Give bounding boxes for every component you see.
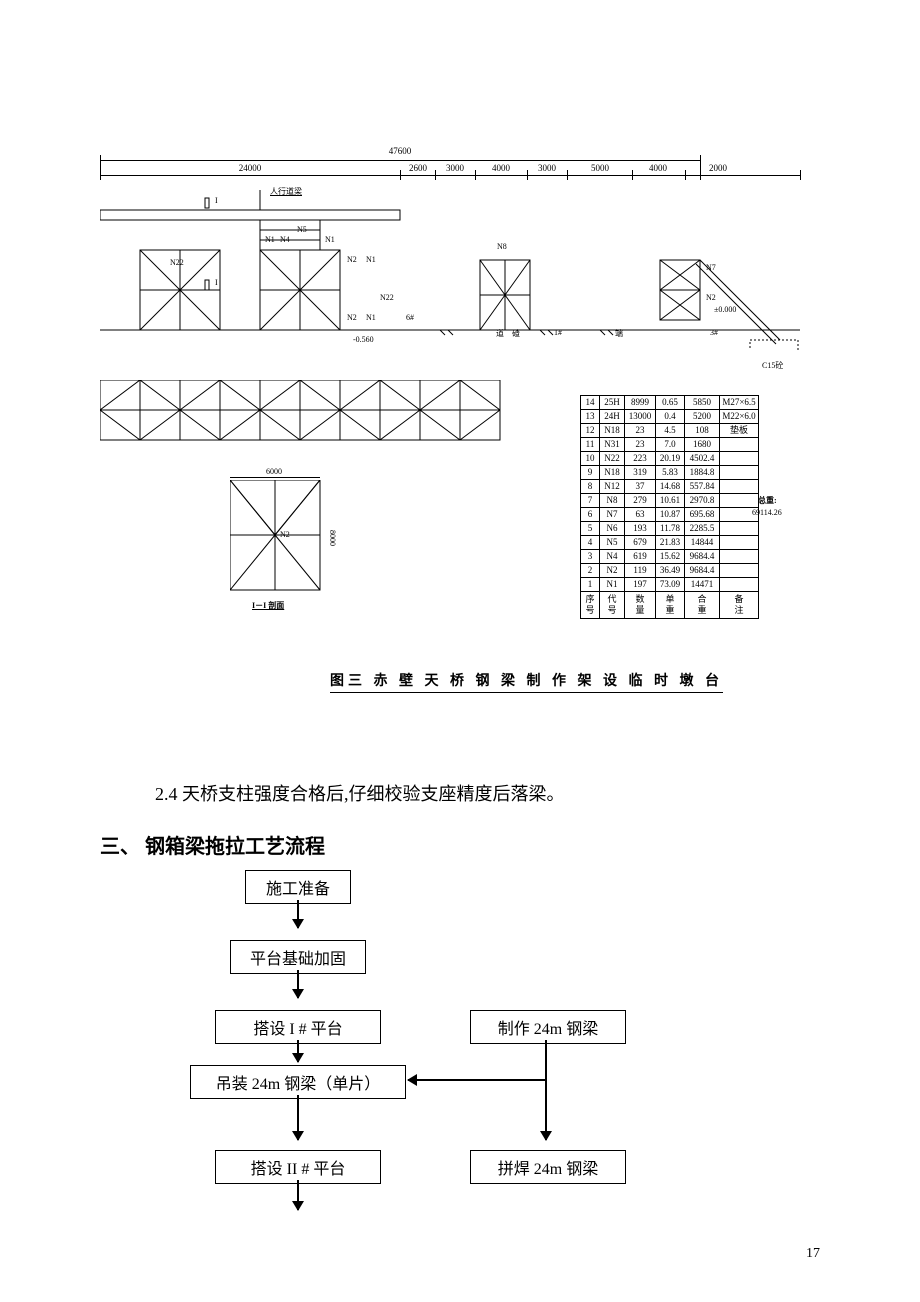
flow-box-7: 拼焊 24m 钢梁 bbox=[470, 1150, 626, 1184]
flow-box-1: 施工准备 bbox=[245, 870, 351, 904]
elevation-view bbox=[100, 190, 800, 350]
dim-total: 47600 bbox=[389, 146, 412, 156]
plan-view bbox=[100, 380, 520, 450]
flow-box-6: 搭设 II # 平台 bbox=[215, 1150, 381, 1184]
flow-box-2: 平台基础加固 bbox=[230, 940, 366, 974]
engineering-diagram: 47600 24000 2600 3000 4000 3000 5000 400… bbox=[100, 150, 800, 650]
flow-box-5: 吊装 24m 钢梁（单片） bbox=[190, 1065, 406, 1099]
section-view bbox=[230, 480, 330, 600]
flow-box-3: 搭设 I # 平台 bbox=[215, 1010, 381, 1044]
page-number: 17 bbox=[806, 1246, 820, 1262]
figure-caption: 图三 赤 壁 天 桥 钢 梁 制 作 架 设 临 时 墩 台 bbox=[330, 670, 723, 693]
flow-box-4: 制作 24m 钢梁 bbox=[470, 1010, 626, 1044]
heading-3: 三、 钢箱梁拖拉工艺流程 bbox=[100, 830, 325, 859]
paragraph-24: 2.4 天桥支柱强度合格后,仔细校验支座精度后落梁。 bbox=[155, 780, 565, 809]
material-table: 1425H89990.655850M27×6.51324H130000.4520… bbox=[580, 395, 759, 619]
